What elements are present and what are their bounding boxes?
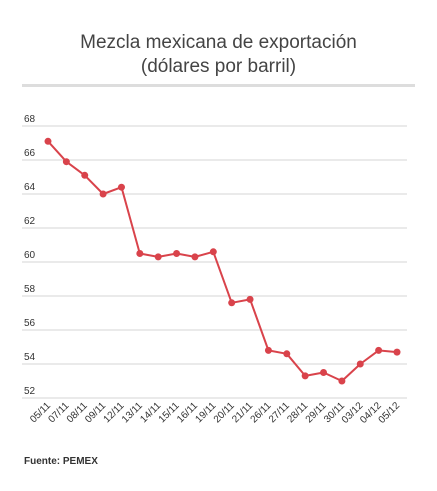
data-point xyxy=(117,183,125,191)
grid-lines xyxy=(22,125,407,399)
data-point xyxy=(62,158,70,166)
y-tick-label: 58 xyxy=(24,284,36,295)
y-tick-label: 66 xyxy=(24,148,36,159)
data-point xyxy=(338,377,346,385)
y-tick-label: 68 xyxy=(24,114,36,125)
data-point xyxy=(191,253,199,261)
chart-title-line2: (dólares por barril) xyxy=(140,56,297,77)
data-point xyxy=(136,250,144,257)
y-tick-label: 56 xyxy=(24,318,36,329)
data-point xyxy=(99,190,107,198)
data-point xyxy=(81,171,89,179)
data-point xyxy=(375,346,383,354)
x-axis-tick-labels: 05/1107/1108/1109/1112/1113/1114/1115/11… xyxy=(28,400,402,426)
y-axis-tick-labels: 52 54 56 58 60 62 64 66 68 xyxy=(24,114,36,397)
data-point xyxy=(393,348,401,356)
data-point xyxy=(173,250,181,257)
x-tick-label: 05/12 xyxy=(377,400,403,426)
data-point xyxy=(154,253,162,261)
series-layer xyxy=(44,137,401,385)
data-point xyxy=(209,248,217,256)
data-point xyxy=(301,372,309,380)
source-note: Fuente: PEMEX xyxy=(24,456,98,467)
series-line xyxy=(47,140,398,382)
data-point xyxy=(246,295,254,303)
data-point xyxy=(320,369,328,376)
chart-title: Mezcla mexicana de exportación (dólares … xyxy=(0,31,437,79)
y-tick-label: 62 xyxy=(24,216,36,227)
chart-title-line1: Mezcla mexicana de exportación xyxy=(80,32,357,53)
data-point xyxy=(264,346,272,354)
data-point xyxy=(44,137,52,145)
y-tick-label: 52 xyxy=(24,386,36,397)
title-divider xyxy=(22,84,415,87)
y-tick-label: 54 xyxy=(24,352,36,363)
data-point xyxy=(283,350,291,358)
y-tick-label: 64 xyxy=(24,182,36,193)
data-point xyxy=(356,360,364,368)
y-tick-label: 60 xyxy=(24,250,36,261)
data-point xyxy=(228,299,236,307)
